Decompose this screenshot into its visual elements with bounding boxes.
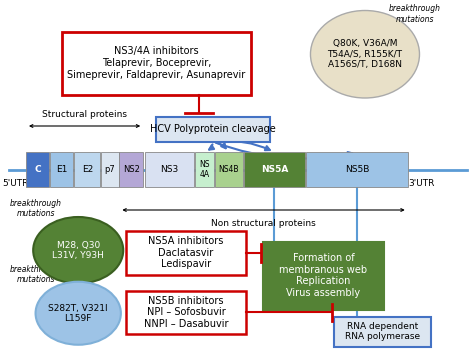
Text: NS5B inhibitors
NPI – Sofosbuvir
NNPI – Dasabuvir: NS5B inhibitors NPI – Sofosbuvir NNPI – … [144, 296, 228, 329]
Text: NS5B: NS5B [345, 165, 369, 174]
Text: E2: E2 [82, 165, 93, 174]
Text: breakthrough
mutations: breakthrough mutations [9, 198, 62, 218]
Bar [119, 152, 143, 187]
Text: breakthrough
mutations: breakthrough mutations [9, 265, 62, 285]
Text: NS3: NS3 [160, 165, 179, 174]
Text: Non structural proteins: Non structural proteins [211, 219, 316, 228]
Text: NS4B: NS4B [219, 165, 239, 174]
Bar [50, 152, 73, 187]
Text: Formation of
membranous web
Replication
Virus assembly: Formation of membranous web Replication … [280, 253, 367, 298]
Text: C: C [34, 165, 41, 174]
Text: M28, Q30
L31V, Y93H: M28, Q30 L31V, Y93H [52, 240, 104, 260]
Text: Q80K, V36A/M
T54A/S, R155K/T
A156S/T, D168N: Q80K, V36A/M T54A/S, R155K/T A156S/T, D1… [328, 39, 402, 69]
Text: NS2: NS2 [123, 165, 140, 174]
Bar [215, 152, 243, 187]
Text: breakthrough
mutations: breakthrough mutations [389, 4, 441, 24]
Bar [306, 152, 408, 187]
Text: NS5A: NS5A [261, 165, 288, 174]
Bar [26, 152, 49, 187]
Text: 5'UTR: 5'UTR [2, 178, 29, 188]
Bar [126, 290, 246, 334]
Bar [145, 152, 194, 187]
Text: 3'UTR: 3'UTR [409, 178, 435, 188]
Bar [74, 152, 100, 187]
Text: Structural proteins: Structural proteins [42, 110, 127, 119]
Circle shape [33, 217, 123, 284]
Ellipse shape [310, 10, 419, 98]
Text: p7: p7 [105, 165, 115, 174]
Bar [62, 32, 251, 94]
Text: E1: E1 [56, 165, 67, 174]
Bar [101, 152, 118, 187]
Text: RNA dependent
RNA polymerase: RNA dependent RNA polymerase [345, 322, 420, 341]
Bar [195, 152, 214, 187]
Bar [263, 241, 384, 310]
Text: NS5A inhibitors
Daclatasvir
Ledispavir: NS5A inhibitors Daclatasvir Ledispavir [148, 236, 224, 270]
Bar [244, 152, 305, 187]
Bar [156, 117, 270, 142]
Bar [334, 317, 431, 346]
Text: NS3/4A inhibitors
Telaprevir, Boceprevir,
Simeprevir, Faldaprevir, Asunaprevir: NS3/4A inhibitors Telaprevir, Boceprevir… [67, 47, 246, 79]
Text: S282T, V321I
L159F: S282T, V321I L159F [48, 303, 108, 323]
Text: HCV Polyprotein cleavage: HCV Polyprotein cleavage [150, 124, 276, 134]
Text: NS
4A: NS 4A [200, 160, 210, 180]
Bar [126, 231, 246, 275]
Circle shape [36, 282, 121, 345]
